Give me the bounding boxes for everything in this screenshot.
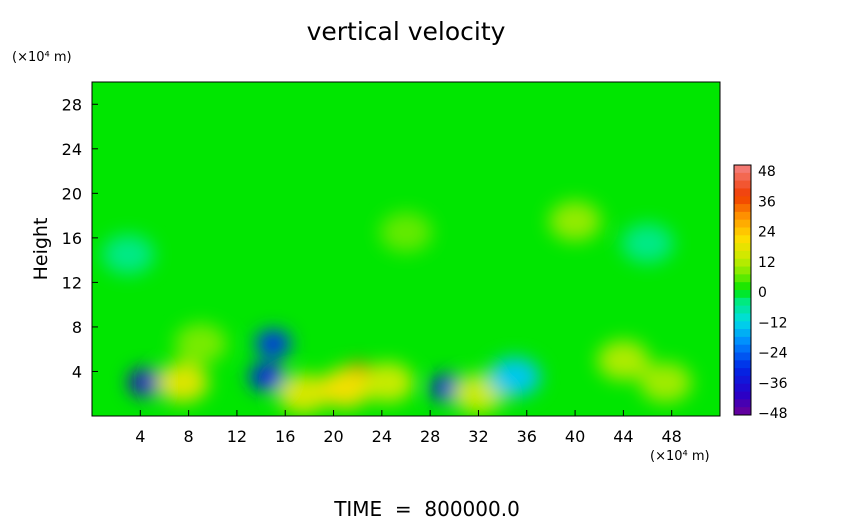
- y-tick-label: 24: [62, 140, 82, 159]
- y-tick-label: 16: [62, 229, 82, 248]
- y-axis-ticks: 4 8 12 16 20 24 28: [62, 95, 98, 381]
- x-tick-label: 48: [662, 427, 682, 446]
- y-tick-label: 28: [62, 95, 82, 114]
- y-unit-label: (×10⁴ m): [12, 50, 72, 65]
- field-feature-core-2: [258, 370, 277, 385]
- colorbar-band: [734, 188, 751, 197]
- colorbar-band: [734, 313, 751, 322]
- colorbar-band: [734, 266, 751, 275]
- field-feature-6: [319, 368, 372, 409]
- x-tick-label: 16: [275, 427, 295, 446]
- colorbar-band: [734, 305, 751, 314]
- y-tick-label: 12: [62, 273, 82, 292]
- colorbar-band: [734, 282, 751, 291]
- colorbar-band: [734, 336, 751, 346]
- field-feature-15: [380, 212, 432, 253]
- colorbar-band: [734, 375, 751, 385]
- colorbar-band: [734, 180, 751, 189]
- field-feature-11: [597, 340, 650, 381]
- colorbar-band: [734, 227, 751, 236]
- colorbar-band: [734, 219, 751, 228]
- colorbar-band: [734, 407, 751, 416]
- colorbar-band: [734, 383, 751, 393]
- field-feature-core-3: [264, 336, 283, 351]
- x-tick-label: 40: [565, 427, 585, 446]
- colorbar-band: [734, 329, 751, 338]
- x-tick-label: 24: [372, 427, 392, 446]
- y-tick-label: 20: [62, 184, 82, 203]
- colorbar-band: [734, 196, 751, 205]
- field-feature-12: [639, 362, 692, 403]
- x-tick-label: 28: [420, 427, 440, 446]
- colorbar-band: [734, 360, 751, 369]
- colorbar-band: [734, 321, 751, 330]
- colorbar-label: −36: [758, 376, 788, 392]
- colorbar-band: [734, 165, 751, 174]
- colorbar-label: 0: [758, 285, 767, 301]
- x-tick-label: 12: [227, 427, 247, 446]
- chart-title: vertical velocity: [307, 17, 506, 46]
- x-tick-label: 32: [468, 427, 488, 446]
- colorbar-band: [734, 352, 751, 361]
- colorbar-band: [734, 204, 751, 213]
- field-feature-7: [361, 362, 414, 403]
- colorbar-label: 24: [758, 225, 776, 241]
- colorbar-frame: [733, 164, 752, 416]
- colorbar-label: −48: [758, 406, 788, 422]
- colorbar-label: 36: [758, 194, 776, 210]
- colorbar-label: 12: [758, 255, 776, 271]
- colorbar-band: [734, 172, 751, 182]
- field-feature-14: [549, 201, 602, 242]
- x-tick-label: 8: [184, 427, 194, 446]
- y-tick-label: 8: [72, 318, 82, 337]
- colorbar-band: [734, 243, 751, 252]
- x-unit-label: (×10⁴ m): [650, 449, 710, 464]
- colorbar-label: −12: [758, 315, 788, 331]
- x-tick-label: 36: [517, 427, 537, 446]
- x-tick-label: 4: [135, 427, 145, 446]
- colorbar-band: [734, 211, 751, 221]
- y-axis-label: Height: [30, 218, 52, 281]
- colorbar-label: 48: [758, 164, 776, 180]
- time-label: TIME = 800000.0: [333, 497, 520, 519]
- x-tick-label: 20: [323, 427, 343, 446]
- colorbar-band: [734, 250, 751, 260]
- field-feature-core-0: [137, 375, 156, 390]
- colorbar-band: [734, 290, 751, 299]
- colorbar-band: [734, 344, 751, 353]
- field-feature-1: [156, 362, 209, 403]
- colorbar-band: [734, 399, 751, 408]
- field-feature-16: [102, 234, 155, 275]
- colorbar-band: [734, 235, 751, 244]
- plot-frame: [91, 81, 721, 417]
- field-feature-10: [488, 357, 541, 398]
- x-axis-ticks: 4 8 12 16 20 24 28 32 36 40 44 48: [135, 410, 682, 446]
- colorbar-label: −24: [758, 346, 788, 362]
- colorbar-band: [734, 258, 751, 268]
- velocity-field: [102, 201, 692, 414]
- colorbar-band: [734, 297, 751, 307]
- field-feature-17: [621, 223, 674, 264]
- y-tick-label: 4: [72, 362, 82, 381]
- colorbar-band: [734, 368, 751, 377]
- colorbar: 48 36 24 12 0 −12 −24 −36 −48: [733, 164, 788, 422]
- field-feature-4: [277, 373, 330, 414]
- colorbar-band: [734, 391, 751, 400]
- x-tick-label: 44: [613, 427, 633, 446]
- field-feature-13: [174, 323, 227, 364]
- colorbar-band: [734, 274, 751, 283]
